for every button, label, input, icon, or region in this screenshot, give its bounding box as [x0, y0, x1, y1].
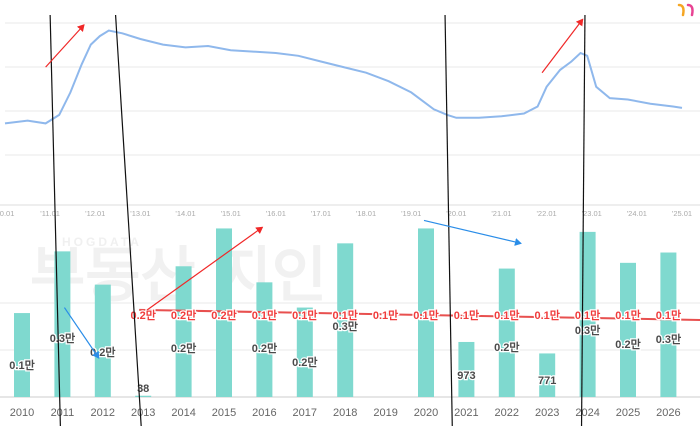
category-label: 2010 [10, 407, 34, 419]
category-label: 2011 [51, 407, 75, 419]
category-label: 2016 [252, 407, 276, 419]
annotation-arrow-red [45, 24, 85, 68]
bar-value-label: 0.3만 [575, 323, 600, 337]
category-label: 2019 [373, 407, 397, 419]
category-label: 2012 [91, 407, 115, 419]
bar-2017 [296, 307, 313, 397]
average-supply-label: 0.1만 [332, 308, 357, 322]
average-supply-label: 0.1만 [534, 308, 559, 322]
x-tick-label: '14.01 [175, 209, 195, 218]
x-tick-label: '18.01 [356, 209, 376, 218]
average-supply-label: 0.1만 [454, 308, 479, 322]
bar-2022 [498, 268, 515, 397]
annotation-vertical-line [49, 14, 61, 426]
bar-2025 [620, 262, 636, 397]
bar-2020 [418, 228, 434, 397]
category-label: 2014 [171, 407, 195, 419]
x-tick-label: '19.01 [401, 209, 421, 218]
average-supply-label: 0.1만 [615, 308, 640, 322]
x-tick-label: '22.01 [536, 209, 556, 218]
bar-value-label: 771 [538, 375, 556, 387]
x-tick-label: '24.01 [627, 209, 647, 218]
bar-2016 [256, 282, 273, 397]
average-supply-label: 0.2만 [211, 308, 236, 322]
bar-value-label: 0.2만 [252, 341, 277, 355]
watermark-top: HOGDATA [62, 235, 142, 249]
bar-value-label: 0.3만 [50, 331, 75, 345]
bar-value-label: 0.3만 [656, 332, 681, 346]
x-tick-label: '25.01 [672, 209, 692, 218]
bar-value-label: 0.1만 [9, 358, 34, 372]
x-tick-label: '20.01 [446, 209, 466, 218]
average-supply-label: 0.2만 [130, 308, 155, 322]
annotation-arrow-blue [63, 307, 100, 359]
bar-value-label: 0.2만 [292, 355, 317, 369]
average-supply-label: 0.1만 [494, 308, 519, 322]
annotation-vertical-line [580, 14, 586, 426]
bar-2026 [660, 252, 677, 397]
category-label: 2017 [293, 407, 317, 419]
x-tick-label: '16.01 [266, 209, 286, 218]
annotation-arrow-red [146, 226, 264, 311]
bar-2024 [579, 231, 596, 397]
x-tick-label: '11.01 [40, 209, 60, 218]
average-supply-label: 0.1만 [373, 308, 398, 322]
price-trend-line [4, 29, 683, 125]
x-tick-label: '21.01 [491, 209, 511, 218]
category-label: 2020 [414, 407, 438, 419]
x-tick-label: '17.01 [311, 209, 331, 218]
average-supply-label: 0.2만 [171, 308, 196, 322]
average-supply-label: 0.1만 [656, 308, 681, 322]
x-tick-label: 10.01 [0, 209, 14, 218]
category-label: 2022 [495, 407, 519, 419]
x-tick-label: '13.01 [130, 209, 150, 218]
bar-value-label: 0.2만 [171, 341, 196, 355]
annotation-arrow-blue [423, 219, 522, 246]
bar-2013 [135, 395, 152, 397]
average-supply-label: 0.1만 [575, 308, 600, 322]
bar-2021 [458, 341, 475, 397]
x-tick-label: '12.01 [85, 209, 105, 218]
category-label: 2024 [575, 407, 599, 419]
category-label: 2025 [616, 407, 640, 419]
bar-2018 [337, 243, 354, 397]
annotation-vertical-line [114, 14, 142, 426]
bar-2023 [539, 353, 556, 397]
bar-value-label: 0.2만 [615, 337, 640, 351]
category-label: 2018 [333, 407, 357, 419]
supply-average-line [139, 308, 700, 321]
category-label: 2013 [131, 407, 155, 419]
bar-value-label: 0.2만 [494, 340, 519, 354]
x-tick-label: '15.01 [221, 209, 241, 218]
x-tick-label: '23.01 [582, 209, 602, 218]
bar-value-label: 0.2만 [90, 345, 115, 359]
average-supply-label: 0.1만 [413, 308, 438, 322]
bar-2015 [216, 228, 232, 397]
category-label: 2015 [212, 407, 236, 419]
average-supply-label: 0.1만 [292, 308, 317, 322]
average-supply-label: 0.1만 [252, 308, 277, 322]
bar-2010 [14, 313, 30, 397]
brand-quote-mark-icon [677, 3, 694, 17]
bar-value-label: 973 [457, 370, 475, 382]
bar-2012 [94, 284, 111, 397]
bar-value-label: 0.3만 [332, 319, 357, 333]
annotation-arrow-red [541, 18, 584, 74]
category-label: 2023 [535, 407, 559, 419]
annotation-vertical-line [444, 14, 453, 426]
category-label: 2026 [656, 407, 680, 419]
category-label: 2021 [454, 407, 478, 419]
bar-2014 [175, 266, 192, 397]
